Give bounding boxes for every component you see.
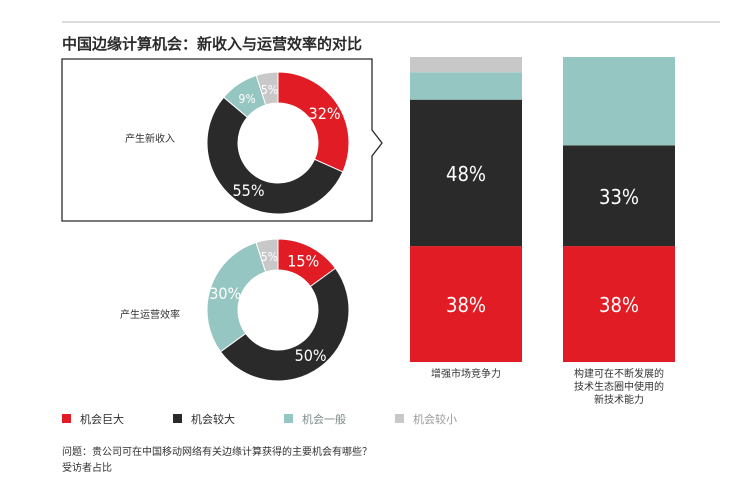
bar-1-category-label: 技术生态圈中使用的 [574,380,664,393]
bar-1-segment-1 [563,145,675,247]
stacked-bar-chart: 38% 48% 增强市场竞争力 38% 33% 构建可在不断发展的技术生态圈中使用的新技术… [410,57,675,406]
donut2-label-1: 50% [295,346,327,365]
donut1-label-2: 9% [239,92,256,106]
legend-label-2: 机会一般 [302,412,346,426]
bar-0-segment-2 [410,72,522,100]
donut1-label-1: 55% [233,181,265,200]
footnote-base: 受访者占比 [62,461,112,474]
bar-1-segment-1-label: 33% [599,185,639,209]
legend-label-0: 机会巨大 [80,412,124,426]
legend-label-3: 机会较小 [413,412,457,426]
chart-title: 中国边缘计算机会：新收入与运营效率的对比 [62,35,362,53]
legend-swatch-3 [395,414,404,423]
donut1-slice-3 [255,71,279,106]
footnote-question: 问题：贵公司可在中国移动网络有关边缘计算获得的主要机会有哪些？ [62,445,372,458]
donut1-label-0: 32% [309,104,341,123]
bar-0-segment-3 [410,57,522,73]
legend-swatch-1 [173,414,182,423]
bar-1-segment-2 [563,57,675,146]
donut-new-revenue-label: 产生新收入 [125,132,175,145]
donut2-slice-1 [219,267,350,382]
bar-0-segment-0-label: 38% [446,293,486,317]
bar-0-segment-1 [410,99,522,247]
bar-0-segment-1-label: 48% [446,162,486,186]
donut2-slice-3 [255,238,279,273]
bar-0-category-label: 增强市场竞争力 [431,367,501,380]
bar-1-segment-0-label: 38% [599,293,639,317]
donut2-slice-2 [206,241,267,353]
legend: 机会巨大 机会较大 机会一般 机会较小 [62,412,457,426]
donut1-slice-0 [277,71,350,173]
legend-swatch-0 [62,414,71,423]
legend-swatch-2 [284,414,293,423]
bar-1-segment-0 [563,246,675,362]
donut1-slice-1 [206,96,344,215]
donut2-label-3: 5% [261,250,278,264]
donut2-label-2: 30% [209,284,241,303]
donut-operational-efficiency-label: 产生运营效率 [120,308,180,321]
bar-1-category-label: 新技术能力 [594,393,644,406]
donut-operational-efficiency: 15% 50% 30% 5% [206,238,350,382]
bar-1-category-label: 构建可在不断发展的 [574,367,664,380]
donut-new-revenue: 32% 55% 9% 5% [206,71,350,215]
donut2-label-0: 15% [287,252,319,271]
donut1-label-3: 5% [261,83,278,97]
legend-label-1: 机会较大 [191,412,235,426]
bar-0-segment-0 [410,246,522,362]
callout-frame [61,58,383,222]
